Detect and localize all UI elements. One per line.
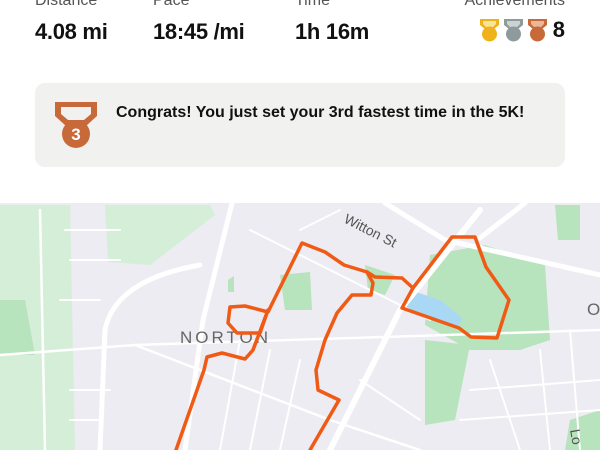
stat-label: Distance bbox=[35, 0, 98, 9]
medal-number: 3 bbox=[71, 125, 80, 144]
lake bbox=[404, 290, 462, 328]
park-area bbox=[555, 205, 580, 240]
stat-value: 1h 16m bbox=[295, 19, 370, 44]
stat-time: Time 1h 16m bbox=[295, 0, 369, 45]
route-path bbox=[174, 235, 511, 450]
achievements[interactable]: Achievements 8 bbox=[465, 0, 566, 43]
stat-pace: Pace 18:45 /mi bbox=[153, 0, 245, 45]
stat-distance: Distance 4.08 mi bbox=[35, 0, 108, 45]
gold-medal-icon bbox=[479, 19, 499, 42]
stat-label: Time bbox=[295, 0, 330, 9]
route-map[interactable]: Witton St NORTON O Lo bbox=[0, 203, 600, 450]
stat-value: 4.08 mi bbox=[35, 19, 108, 44]
achievement-banner[interactable]: 3 Congrats! You just set your 3rd fastes… bbox=[35, 83, 565, 167]
achievements-label: Achievements bbox=[464, 0, 566, 9]
stat-value: 18:45 /mi bbox=[153, 19, 245, 44]
park-area bbox=[105, 205, 215, 265]
park-area bbox=[228, 276, 234, 292]
park-area bbox=[0, 300, 35, 355]
park-area bbox=[425, 340, 470, 425]
achievements-count: 8 bbox=[552, 17, 565, 42]
banner-message: Congrats! You just set your 3rd fastest … bbox=[116, 104, 525, 121]
silver-medal-icon bbox=[503, 19, 523, 42]
park-area bbox=[280, 272, 312, 310]
bronze-medal-icon: 3 bbox=[55, 102, 97, 148]
park-area bbox=[565, 410, 600, 450]
map-edge-label: Lo bbox=[567, 428, 585, 446]
stat-label: Pace bbox=[153, 0, 190, 9]
park-area bbox=[0, 205, 75, 450]
bronze-medal-icon bbox=[527, 19, 547, 42]
map-canvas: Witton St NORTON O Lo bbox=[0, 203, 600, 450]
map-edge-label: O bbox=[587, 300, 600, 319]
